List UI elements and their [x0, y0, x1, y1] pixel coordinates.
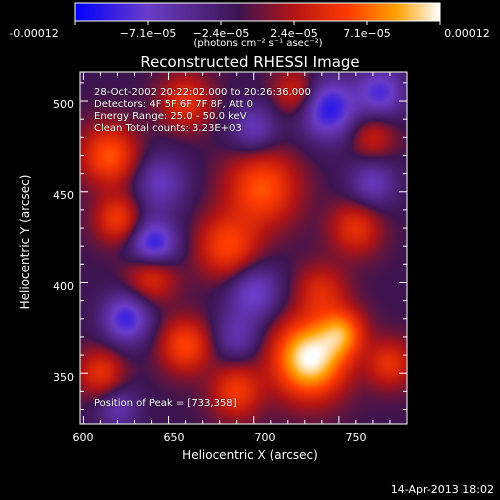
x-tick-label: 600 — [72, 431, 94, 444]
colorbar-gradient — [74, 2, 441, 22]
energy-range-text: Energy Range: 25.0 - 50.0 keV — [94, 111, 247, 122]
colorbar-tick-label: 2.4e−05 — [270, 27, 318, 40]
timestamp-footer: 14-Apr-2013 18:02 — [390, 483, 494, 496]
x-tick-label: 650 — [163, 431, 185, 444]
peak-position-text: Position of Peak = [733,358] — [94, 398, 237, 409]
colorbar-tick-label: −2.4e−05 — [192, 27, 250, 40]
chart-title: Reconstructed RHESSI Image — [140, 53, 360, 71]
clean-counts-text: Clean Total counts: 3.23E+03 — [94, 123, 242, 134]
colorbar-units: (photons cm⁻² s⁻¹ asec⁻²) — [193, 38, 323, 49]
colorbar-tick-label: −7.1e−05 — [119, 27, 177, 40]
y-axis-label: Heliocentric Y (arcsec) — [18, 174, 32, 310]
y-tick-label: 400 — [53, 280, 74, 293]
x-tick-label: 700 — [254, 431, 276, 444]
x-axis-label: Heliocentric X (arcsec) — [182, 448, 318, 462]
time-range-text: 28-Oct-2002 20:22:02.000 to 20:26:36.000 — [94, 87, 311, 98]
y-tick-label: 350 — [53, 371, 74, 384]
y-tick-label: 450 — [53, 189, 74, 202]
x-tick-label: 750 — [345, 431, 367, 444]
colorbar-tick-label: -0.00012 — [9, 27, 59, 40]
colorbar-tick-label: 0.00012 — [444, 27, 490, 40]
colorbar-tick-label: 7.1e−05 — [343, 27, 391, 40]
y-tick-label: 500 — [53, 98, 74, 111]
detectors-text: Detectors: 4F 5F 6F 7F 8F, Att 0 — [94, 99, 254, 110]
